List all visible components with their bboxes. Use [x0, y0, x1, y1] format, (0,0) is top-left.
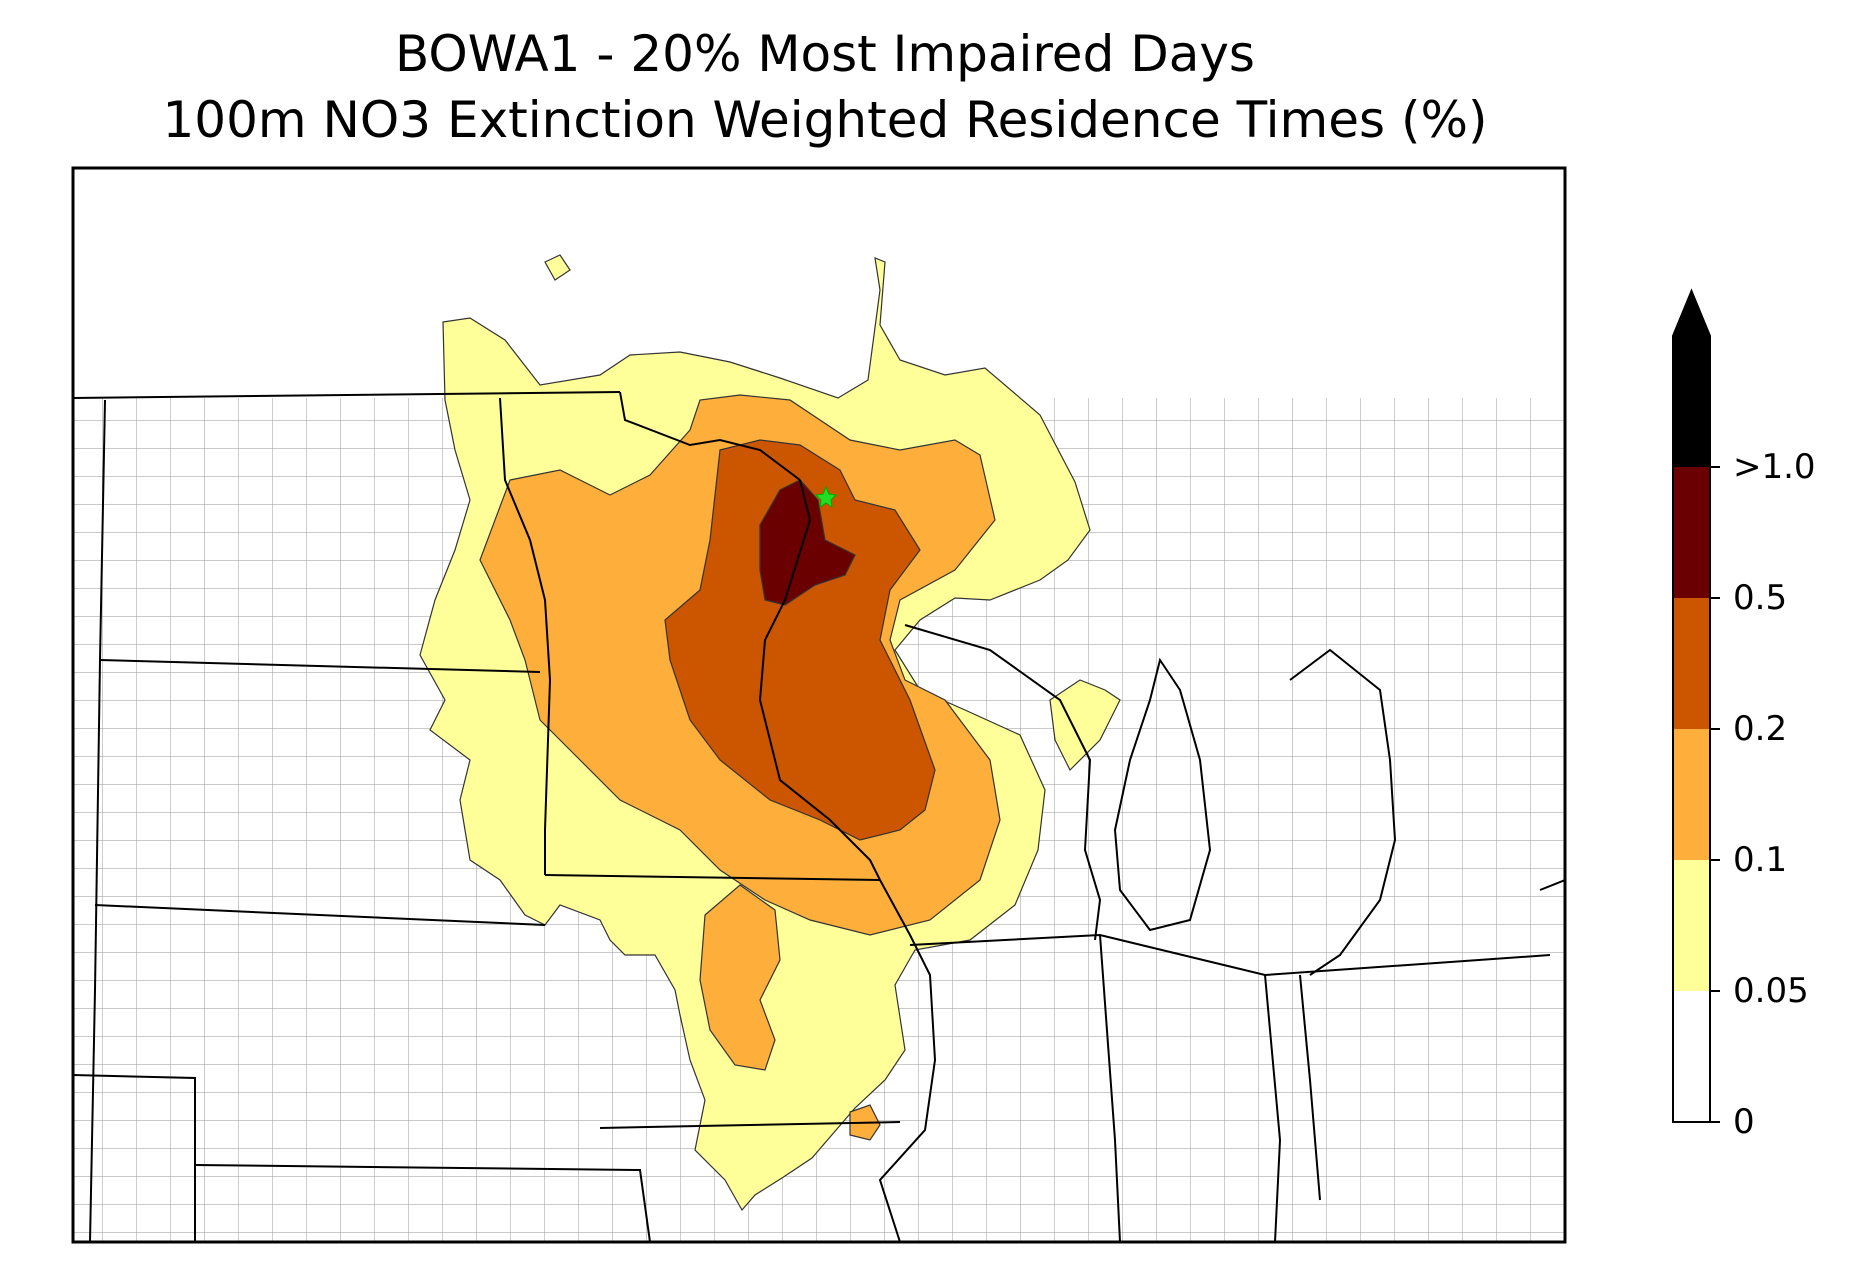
colorbar-band-1 [1673, 860, 1710, 991]
colorbar-band-2 [1673, 729, 1710, 860]
colorbar-tick-label: 0.1 [1733, 840, 1788, 880]
map-frame [71, 166, 1567, 1244]
contour-band-0.2-0.5 [664, 439, 936, 841]
colorbar-band-5 [1673, 336, 1710, 467]
site-star-icon [814, 485, 838, 509]
colorbar-band-3 [1673, 598, 1710, 729]
contour-band-0.5-1.0 [759, 479, 856, 606]
colorbar-tick-label: 0 [1733, 1102, 1755, 1142]
colorbar-tick-label: >1.0 [1733, 447, 1816, 487]
map-title-line2: 100m NO3 Extinction Weighted Residence T… [162, 91, 1488, 149]
colorbar-extend-arrow-icon [1673, 291, 1710, 336]
colorbar-outline [1672, 288, 1711, 1123]
colorbar-band-0 [1673, 991, 1710, 1122]
colorbar-tick-label: 0.2 [1733, 709, 1788, 749]
colorbar-tick-label: 0.05 [1733, 971, 1809, 1011]
map-title-line1: BOWA1 - 20% Most Impaired Days [395, 25, 1255, 83]
colorbar [1672, 288, 1720, 1123]
colorbar-tick-label: 0.5 [1733, 578, 1788, 618]
state-boundaries [73, 391, 1565, 1242]
colorbar-band-4 [1673, 467, 1710, 598]
